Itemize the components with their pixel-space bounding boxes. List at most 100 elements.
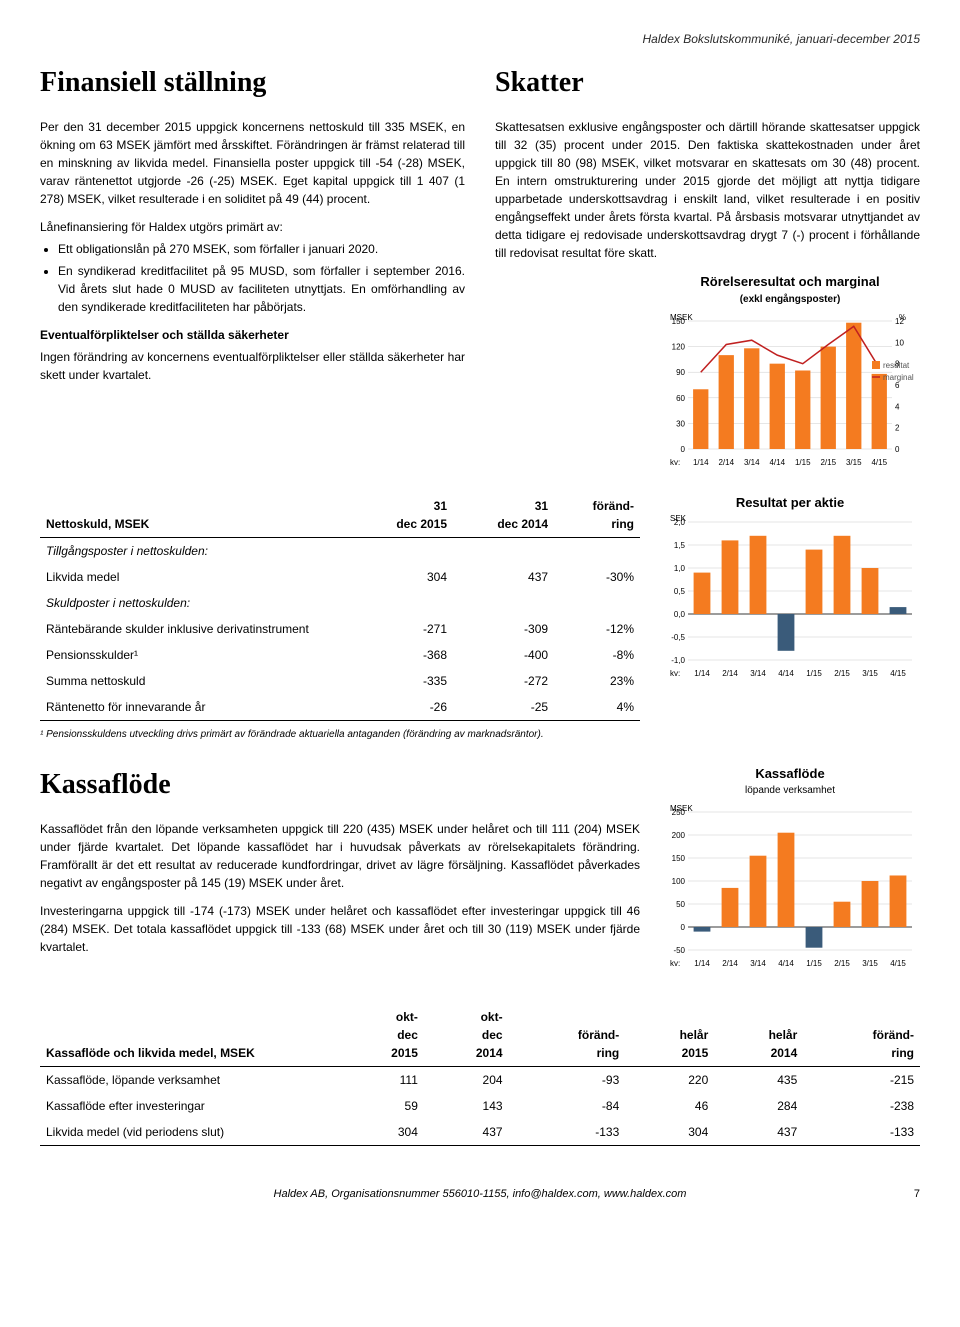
cell: -133: [803, 1119, 920, 1146]
svg-text:kv:: kv:: [670, 669, 680, 678]
cell: 284: [714, 1093, 803, 1119]
svg-text:2/15: 2/15: [820, 458, 836, 467]
svg-text:1/15: 1/15: [806, 959, 822, 968]
cell: -400: [453, 642, 554, 668]
cash-h2: föränd-ring: [509, 1004, 626, 1067]
svg-text:3/15: 3/15: [862, 959, 878, 968]
cell: -368: [352, 642, 453, 668]
svg-text:200: 200: [672, 831, 686, 840]
cell: 304: [625, 1119, 714, 1146]
cell: 220: [625, 1067, 714, 1094]
svg-text:marginal: marginal: [883, 373, 914, 382]
page-number: 7: [914, 1186, 920, 1203]
contingent-body: Ingen förändring av koncernens eventualf…: [40, 348, 465, 384]
table-row: Räntenetto för innevarande år -26 -25 4%: [40, 694, 640, 721]
svg-text:0: 0: [681, 445, 686, 454]
contingent-title: Eventualförpliktelser och ställda säkerh…: [40, 326, 465, 344]
svg-text:1/15: 1/15: [795, 458, 811, 467]
chart-operating-result: Rörelseresultat och marginal (exkl engån…: [660, 272, 920, 471]
svg-text:3/15: 3/15: [846, 458, 862, 467]
svg-text:%: %: [899, 313, 906, 322]
svg-text:0,0: 0,0: [674, 610, 686, 619]
svg-text:2/15: 2/15: [834, 669, 850, 678]
table-row: Räntebärande skulder inklusive derivatin…: [40, 616, 640, 642]
cell: -271: [352, 616, 453, 642]
cash-title-cell: Kassaflöde och likvida medel, MSEK: [40, 1004, 339, 1067]
cell: 437: [453, 564, 554, 590]
financial-p1: Per den 31 december 2015 uppgick koncern…: [40, 118, 465, 208]
table-row: Likvida medel (vid periodens slut) 304 4…: [40, 1119, 920, 1146]
svg-text:MSEK: MSEK: [670, 804, 693, 813]
chart2-svg: -1,0-0,50,00,51,01,52,0SEKkv:1/142/143/1…: [660, 512, 920, 682]
cell: -12%: [554, 616, 640, 642]
svg-text:150: 150: [672, 854, 686, 863]
cell: Likvida medel (vid periodens slut): [40, 1119, 339, 1146]
cell: 437: [714, 1119, 803, 1146]
cell: -335: [352, 668, 453, 694]
svg-text:2/14: 2/14: [722, 959, 738, 968]
netdebt-sec1: Tillgångsposter i nettoskulden:: [40, 537, 640, 564]
cell: Räntebärande skulder inklusive derivatin…: [40, 616, 352, 642]
svg-text:4/15: 4/15: [890, 959, 906, 968]
svg-text:4: 4: [895, 402, 900, 411]
svg-text:1/14: 1/14: [693, 458, 709, 467]
cashflow-title: Kassaflöde: [40, 764, 640, 806]
svg-text:2/15: 2/15: [834, 959, 850, 968]
footer-text: Haldex AB, Organisationsnummer 556010-11…: [274, 1188, 687, 1200]
table-row: Likvida medel 304 437 -30%: [40, 564, 640, 590]
cell: 23%: [554, 668, 640, 694]
cell: -93: [509, 1067, 626, 1094]
cell: Likvida medel: [40, 564, 352, 590]
chart2-title: Resultat per aktie: [660, 493, 920, 513]
financial-bullets: Ett obligationslån på 270 MSEK, som förf…: [58, 240, 465, 316]
chart-cashflow: Kassaflöde löpande verksamhet -500501001…: [660, 764, 920, 973]
cell: Räntenetto för innevarande år: [40, 694, 352, 721]
netdebt-h2: 31dec 2014: [453, 493, 554, 538]
svg-text:10: 10: [895, 338, 904, 347]
svg-text:0: 0: [681, 923, 686, 932]
table-row: Kassaflöde efter investeringar 59 143 -8…: [40, 1093, 920, 1119]
cash-h4: helår2014: [714, 1004, 803, 1067]
cell: 304: [352, 564, 453, 590]
svg-text:1/14: 1/14: [694, 669, 710, 678]
svg-text:-1,0: -1,0: [671, 656, 685, 665]
cell: -215: [803, 1067, 920, 1094]
netdebt-h3: föränd-ring: [554, 493, 640, 538]
svg-text:50: 50: [676, 900, 685, 909]
netdebt-footnote: ¹ Pensionsskuldens utveckling drivs prim…: [40, 727, 640, 742]
netdebt-sec2: Skuldposter i nettoskulden:: [40, 590, 640, 616]
svg-text:4/14: 4/14: [778, 959, 794, 968]
chart1-svg: 0306090120150024681012MSEK%kv:1/142/143/…: [660, 311, 920, 471]
svg-text:2: 2: [895, 423, 900, 432]
chart1-title: Rörelseresultat och marginal: [660, 272, 920, 292]
cell: 59: [339, 1093, 424, 1119]
cell: -272: [453, 668, 554, 694]
cash-h3: helår2015: [625, 1004, 714, 1067]
svg-text:4/14: 4/14: [769, 458, 785, 467]
cell: 46: [625, 1093, 714, 1119]
svg-text:MSEK: MSEK: [670, 313, 693, 322]
cell: Kassaflöde efter investeringar: [40, 1093, 339, 1119]
svg-text:resultat: resultat: [883, 361, 910, 370]
cell: -25: [453, 694, 554, 721]
page-header-right: Haldex Bokslutskommuniké, januari-decemb…: [40, 30, 920, 48]
chart3-subtitle: löpande verksamhet: [660, 783, 920, 798]
svg-text:1,5: 1,5: [674, 541, 686, 550]
cash-h0: okt-dec2015: [339, 1004, 424, 1067]
svg-text:6: 6: [895, 381, 900, 390]
chart3-title: Kassaflöde: [660, 764, 920, 784]
svg-text:1,0: 1,0: [674, 564, 686, 573]
page-footer: Haldex AB, Organisationsnummer 556010-11…: [40, 1186, 920, 1203]
svg-text:0,5: 0,5: [674, 587, 686, 596]
cell: -8%: [554, 642, 640, 668]
svg-text:30: 30: [676, 419, 685, 428]
svg-text:3/14: 3/14: [750, 959, 766, 968]
netdebt-title-cell: Nettoskuld, MSEK: [40, 493, 352, 538]
svg-text:SEK: SEK: [670, 514, 687, 523]
svg-text:100: 100: [672, 877, 686, 886]
svg-text:2/14: 2/14: [718, 458, 734, 467]
cell: Pensionsskulder¹: [40, 642, 352, 668]
svg-text:3/15: 3/15: [862, 669, 878, 678]
table-row: Summa nettoskuld -335 -272 23%: [40, 668, 640, 694]
cell: 304: [339, 1119, 424, 1146]
